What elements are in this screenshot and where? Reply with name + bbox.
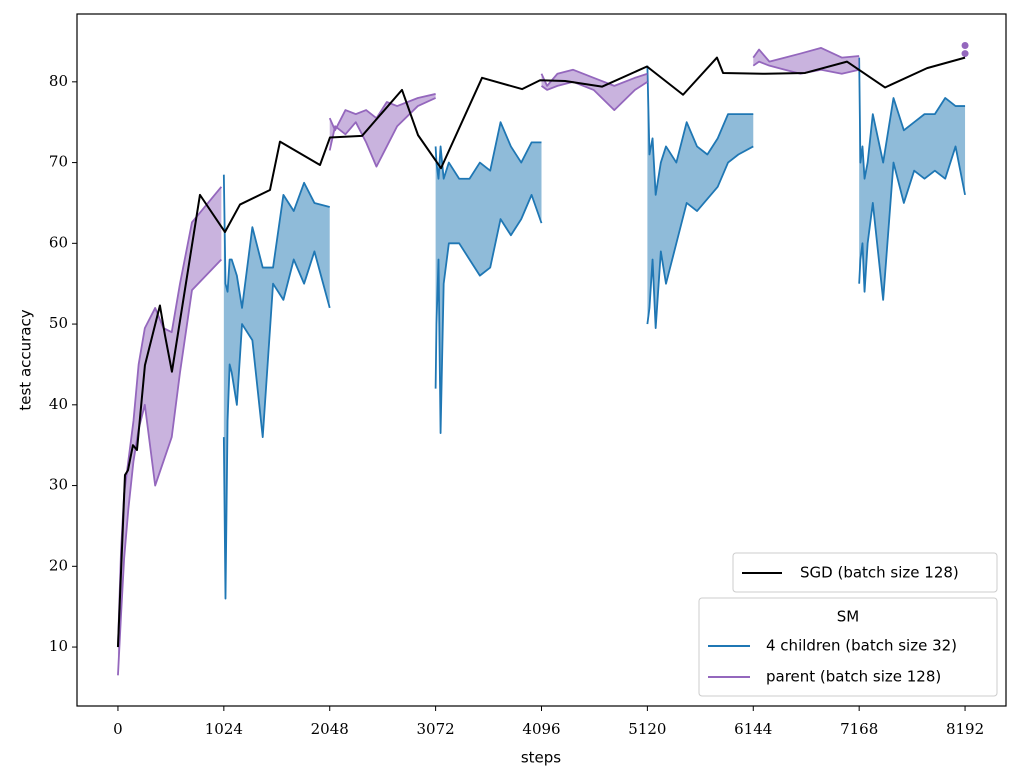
y-tick-label: 30 bbox=[49, 476, 68, 494]
band-edge bbox=[222, 57, 966, 309]
line bbox=[116, 56, 966, 648]
legend-title: SM bbox=[837, 608, 859, 626]
x-tick-label: 3072 bbox=[417, 720, 455, 738]
x-tick-label: 0 bbox=[113, 720, 123, 738]
x-tick-label: 1024 bbox=[205, 720, 243, 738]
band-edge bbox=[117, 47, 860, 648]
y-tick-label: 50 bbox=[49, 314, 68, 332]
x-tick-label: 2048 bbox=[311, 720, 349, 738]
x-tick-label: 4096 bbox=[522, 720, 560, 738]
band-edge bbox=[222, 145, 966, 600]
legend-label: 4 children (batch size 32) bbox=[766, 637, 957, 655]
x-tick-label: 8192 bbox=[946, 720, 984, 738]
y-tick-label: 10 bbox=[49, 637, 68, 655]
y-tick-label: 70 bbox=[49, 153, 68, 171]
legend-box bbox=[732, 552, 998, 593]
band-point bbox=[961, 50, 969, 58]
legend-box bbox=[698, 597, 998, 697]
y-tick-label: 60 bbox=[49, 233, 68, 251]
legend-label: SGD (batch size 128) bbox=[800, 564, 959, 582]
x-tick-label: 7168 bbox=[840, 720, 878, 738]
band-fill bbox=[223, 57, 966, 599]
y-tick-label: 80 bbox=[49, 72, 68, 90]
y-axis-label: test accuracy bbox=[17, 309, 35, 410]
plot-frame bbox=[76, 13, 1007, 707]
legend-label: parent (batch size 128) bbox=[766, 668, 941, 686]
x-tick-label: 6144 bbox=[734, 720, 772, 738]
y-tick-label: 40 bbox=[49, 395, 68, 413]
y-tick-label: 20 bbox=[49, 556, 68, 574]
x-tick-label: 5120 bbox=[628, 720, 666, 738]
band-edge bbox=[117, 60, 860, 676]
x-axis-label: steps bbox=[521, 749, 561, 767]
band-point bbox=[961, 41, 969, 49]
